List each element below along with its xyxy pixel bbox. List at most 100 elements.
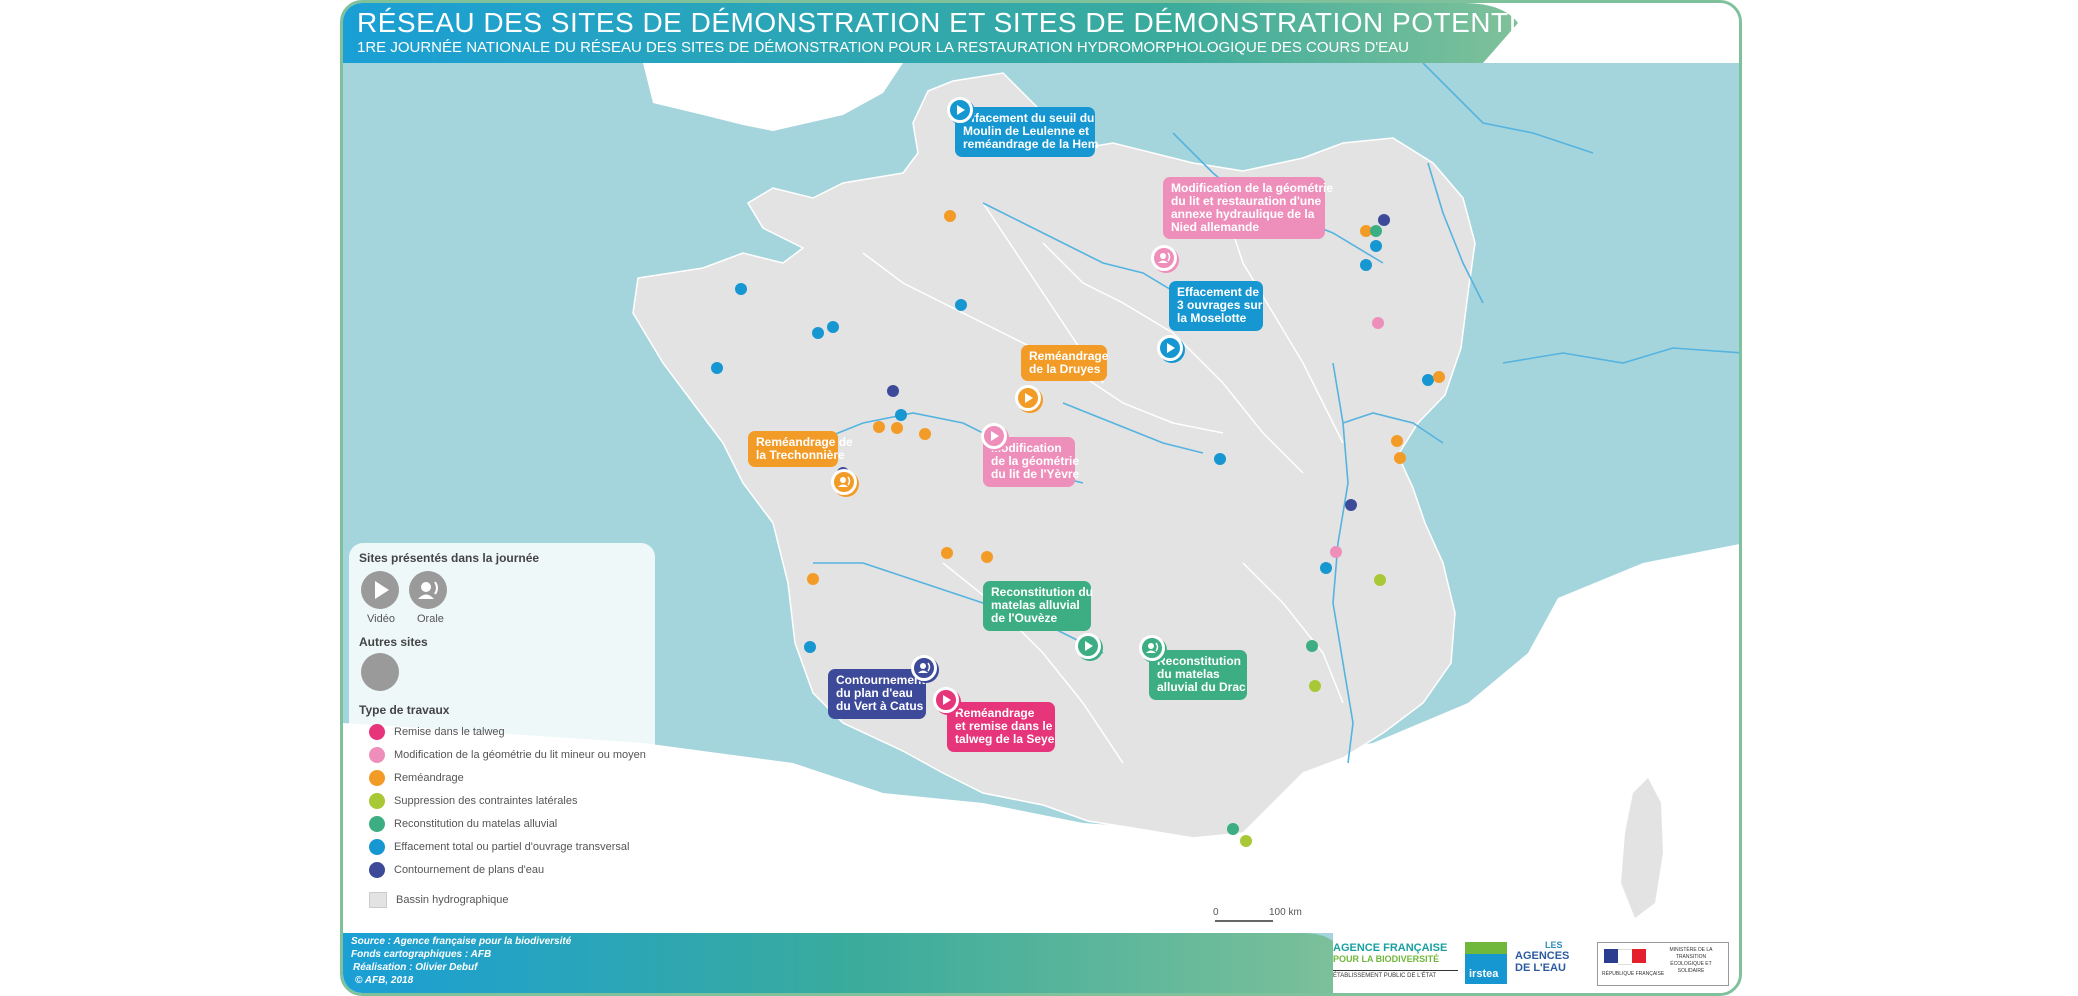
- callout-line: du matelas: [1157, 667, 1220, 681]
- callout-line: Reméandrage: [955, 706, 1035, 720]
- legend: Sites présentés dans la journée Vidéo Or…: [349, 543, 655, 923]
- credit-fonds: Fonds cartographiques : AFB: [351, 949, 492, 960]
- legend-basin-label: Bassin hydrographique: [396, 894, 509, 906]
- callout-line: de la Druyes: [1029, 362, 1101, 376]
- ministere-logo: RÉPUBLIQUE FRANÇAISE MINISTÈRE DE LA TRA…: [1597, 942, 1729, 986]
- legend-orale-icon: [409, 571, 447, 609]
- callout-hem: Effacement du seuil du Moulin de Leulenne…: [955, 107, 1098, 157]
- legend-item-label: Suppression des contraintes latérales: [394, 795, 578, 807]
- site-marker[interactable]: [1227, 823, 1239, 835]
- video-icon[interactable]: [947, 97, 973, 123]
- legend-works-title: Type de travaux: [359, 703, 450, 717]
- site-marker[interactable]: [955, 299, 967, 311]
- site-marker[interactable]: [1306, 640, 1318, 652]
- site-marker[interactable]: [1394, 452, 1406, 464]
- orale-icon[interactable]: [831, 469, 857, 495]
- callout-line: la Moselotte: [1177, 311, 1247, 325]
- map-subtitle: 1re journée nationale du réseau des site…: [357, 39, 1409, 56]
- site-marker[interactable]: [804, 641, 816, 653]
- site-marker[interactable]: [1214, 453, 1226, 465]
- map-title: Réseau des sites de démonstration et sit…: [357, 7, 1572, 38]
- callout-line: du lit de l'Yèvre: [991, 467, 1080, 481]
- site-marker[interactable]: [1374, 574, 1386, 586]
- legend-item-label: Remise dans le talweg: [394, 726, 505, 738]
- header: Réseau des sites de démonstration et sit…: [343, 3, 1571, 63]
- callout-line: Reméandrage de: [756, 435, 853, 449]
- video-icon[interactable]: [933, 687, 959, 713]
- callout-trechonniere: Reméandrage de la Trechonnière: [748, 431, 853, 467]
- site-marker[interactable]: [941, 547, 953, 559]
- site-marker[interactable]: [1345, 499, 1357, 511]
- site-marker[interactable]: [919, 428, 931, 440]
- site-marker[interactable]: [711, 362, 723, 374]
- site-marker[interactable]: [1309, 680, 1321, 692]
- site-marker[interactable]: [807, 573, 819, 585]
- map-frame: Réseau des sites de démonstration et sit…: [340, 0, 1742, 996]
- video-icon[interactable]: [1015, 385, 1041, 411]
- video-icon[interactable]: [1075, 633, 1101, 659]
- scale-zero: 0: [1213, 907, 1219, 918]
- callout-line: de la géométrie: [991, 454, 1080, 468]
- site-marker[interactable]: [1330, 546, 1342, 558]
- site-marker[interactable]: [1433, 371, 1445, 383]
- orale-icon[interactable]: [1139, 635, 1165, 661]
- callout-line: Moulin de Leulenne et: [963, 124, 1090, 138]
- callout-catus: Contournement du plan d'eau du Vert à Catu…: [828, 669, 926, 719]
- site-marker[interactable]: [981, 551, 993, 563]
- callout-line: annexe hydraulique de la: [1171, 207, 1315, 221]
- callout-ouveze: Reconstitution du matelas alluvial de l'Ou…: [983, 581, 1093, 631]
- site-marker[interactable]: [895, 409, 907, 421]
- callout-drac: Reconstitution du matelas alluvial du Drac: [1149, 650, 1247, 700]
- orale-icon[interactable]: [1151, 245, 1177, 271]
- irstea-logo: irstea: [1465, 942, 1507, 984]
- site-marker[interactable]: [1320, 562, 1332, 574]
- site-marker[interactable]: [1372, 317, 1384, 329]
- site-marker[interactable]: [1378, 214, 1390, 226]
- legend-video-label: Vidéo: [367, 613, 395, 625]
- orale-icon[interactable]: [911, 655, 937, 681]
- site-marker[interactable]: [1391, 435, 1403, 447]
- legend-item: Modification de la géométrie du lit mine…: [369, 746, 646, 764]
- legend-item: Reconstitution du matelas alluvial: [369, 815, 557, 833]
- callout-druyes: Reméandrage de la Druyes: [1021, 345, 1109, 381]
- legend-item-label: Effacement total ou partiel d'ouvrage tr…: [394, 841, 630, 853]
- legend-item-label: Reconstitution du matelas alluvial: [394, 818, 558, 830]
- legend-presented-title: Sites présentés dans la journée: [359, 551, 540, 565]
- legend-item-label: Modification de la géométrie du lit mine…: [394, 749, 646, 761]
- site-marker[interactable]: [812, 327, 824, 339]
- agences-logo-line1: LES: [1545, 940, 1563, 950]
- legend-swatch: [369, 793, 385, 809]
- video-icon[interactable]: [1157, 335, 1183, 361]
- footer-band: [343, 933, 1361, 993]
- site-marker[interactable]: [1240, 835, 1252, 847]
- legend-item: Effacement total ou partiel d'ouvrage tr…: [369, 838, 629, 856]
- video-icon[interactable]: [981, 423, 1007, 449]
- site-marker[interactable]: [1370, 225, 1382, 237]
- site-marker[interactable]: [827, 321, 839, 333]
- site-marker[interactable]: [1370, 240, 1382, 252]
- legend-basin: Bassin hydrographique: [369, 891, 509, 909]
- site-marker[interactable]: [887, 385, 899, 397]
- site-marker[interactable]: [944, 210, 956, 222]
- site-marker[interactable]: [873, 421, 885, 433]
- afb-logo-line2: POUR LA BIODIVERSITÉ: [1333, 954, 1440, 964]
- legend-item: Contournement de plans d'eau: [369, 861, 544, 879]
- callout-line: Contournement: [836, 673, 926, 687]
- site-marker[interactable]: [1360, 259, 1372, 271]
- site-marker[interactable]: [1360, 225, 1372, 237]
- site-marker[interactable]: [1422, 374, 1434, 386]
- ministere-text: MINISTÈRE DE LA TRANSITION ÉCOLOGIQUE ET…: [1669, 947, 1713, 974]
- credit-realisation: Réalisation : Olivier Debuf: [353, 962, 478, 973]
- callout-line: matelas alluvial: [991, 598, 1080, 612]
- callout-line: 3 ouvrages sur: [1177, 298, 1263, 312]
- callout-seye: Reméandrage et remise dans le talweg de la…: [947, 702, 1055, 752]
- legend-item-label: Contournement de plans d'eau: [394, 864, 545, 876]
- credit-copyright: © AFB, 2018: [355, 975, 414, 986]
- site-marker[interactable]: [891, 422, 903, 434]
- callout-line: Reméandrage: [1029, 349, 1109, 363]
- callout-line: Modification: [991, 441, 1062, 455]
- agences-logo-line3: DE L'EAU: [1515, 962, 1566, 974]
- callout-moselotte: Effacement de 3 ouvrages sur la Moselotte: [1169, 281, 1263, 331]
- basin-swatch: [369, 892, 387, 908]
- site-marker[interactable]: [735, 283, 747, 295]
